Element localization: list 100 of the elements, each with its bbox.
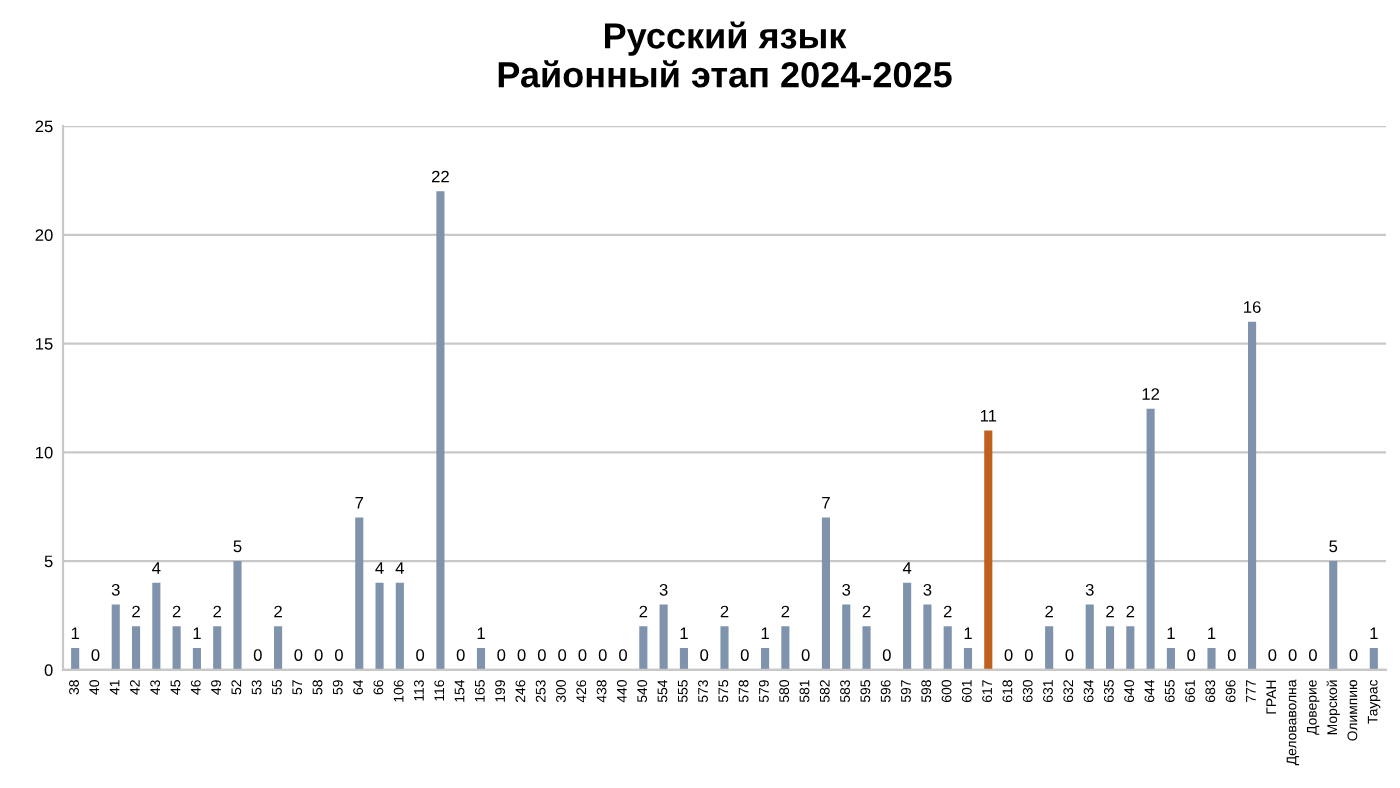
bar (1248, 321, 1257, 670)
data-label: 1 (761, 627, 769, 640)
data-label: 2 (943, 605, 952, 618)
data-label: 4 (375, 562, 384, 574)
data-label: 3 (1085, 583, 1094, 596)
bar (375, 582, 384, 670)
data-label: 0 (1227, 649, 1236, 661)
data-label: 1 (964, 627, 972, 640)
data-label: 0 (517, 649, 526, 661)
bar (152, 582, 161, 670)
data-label: 3 (111, 583, 120, 596)
data-label: 5 (1329, 540, 1338, 553)
data-label: 0 (91, 649, 100, 661)
data-label: 12 (1142, 388, 1160, 400)
data-label: 0 (740, 649, 749, 661)
data-label: 0 (1288, 649, 1297, 661)
bar (131, 626, 141, 670)
data-label: 4 (902, 562, 912, 574)
bar (1085, 604, 1094, 670)
data-label: 5 (233, 540, 242, 553)
bar (1126, 626, 1135, 670)
data-label: 2 (639, 605, 648, 618)
data-label: 0 (1308, 649, 1317, 661)
bar (679, 648, 688, 670)
bar (862, 626, 871, 670)
chart-title: Русский язык Районный этап 2024-2025 (498, 21, 952, 88)
data-label: 1 (680, 627, 688, 640)
data-label: 0 (801, 649, 810, 661)
bar (720, 626, 729, 670)
data-label: 0 (334, 649, 343, 661)
bar (1329, 561, 1338, 670)
data-label: 2 (274, 605, 282, 618)
bar (903, 582, 912, 670)
data-label: 3 (842, 583, 851, 596)
data-label: 1 (193, 627, 201, 640)
bar (1146, 408, 1155, 670)
data-label: 1 (1370, 627, 1378, 640)
bar (1166, 648, 1175, 670)
data-label: 0 (456, 649, 465, 661)
bar (274, 626, 283, 670)
bar (1207, 648, 1216, 670)
bar (1045, 626, 1054, 670)
bar (476, 648, 486, 670)
bar (943, 626, 952, 670)
data-label: 1 (477, 627, 485, 640)
bar (761, 648, 770, 670)
data-label: 7 (822, 497, 830, 509)
bar (963, 648, 973, 670)
y-tick-label: 10 (36, 446, 53, 459)
data-label: 2 (1106, 605, 1114, 618)
bar (213, 626, 222, 670)
data-label: 2 (781, 605, 790, 618)
data-label: 16 (1244, 301, 1261, 313)
data-label: 2 (720, 605, 729, 618)
data-label: 0 (253, 649, 262, 661)
data-label: 3 (923, 583, 932, 596)
data-label: 2 (132, 605, 140, 618)
data-label: 0 (416, 649, 425, 661)
data-label: 2 (172, 605, 181, 618)
data-label: 0 (700, 649, 709, 661)
y-tick-label: 5 (44, 555, 53, 568)
data-label: 0 (1004, 649, 1013, 661)
data-label: 0 (497, 649, 506, 661)
data-label: 0 (1065, 649, 1074, 661)
data-label: 22 (431, 170, 449, 183)
bar (659, 604, 668, 670)
bar (1105, 626, 1115, 670)
data-label: 0 (1349, 649, 1358, 661)
y-tick-label: 15 (36, 338, 53, 350)
data-label: 0 (619, 649, 628, 661)
data-label: 7 (355, 497, 364, 509)
data-label: 11 (980, 410, 997, 422)
bar (639, 626, 648, 670)
y-tick-label: 25 (35, 120, 53, 133)
data-label: 0 (294, 649, 303, 661)
data-label: 0 (314, 649, 323, 661)
bar (71, 648, 80, 670)
bar (1369, 648, 1378, 670)
data-label: 3 (659, 583, 668, 596)
bar (192, 648, 201, 670)
data-label: 2 (1045, 605, 1053, 618)
data-label: 0 (1024, 649, 1033, 661)
data-label: 0 (882, 649, 891, 661)
y-tick-label: 0 (44, 664, 53, 676)
bar (233, 561, 242, 670)
bar (172, 626, 181, 670)
data-label: 2 (213, 605, 222, 618)
bar (111, 604, 120, 670)
bar (923, 604, 932, 670)
bar (355, 517, 364, 670)
data-label: 4 (152, 562, 161, 574)
bar (781, 626, 790, 670)
bar (395, 582, 404, 670)
bar (436, 191, 445, 670)
data-label: 4 (395, 562, 404, 574)
bar (842, 604, 851, 670)
data-label: 2 (862, 605, 871, 618)
data-label: 0 (1187, 649, 1196, 661)
data-label: 2 (1126, 605, 1135, 618)
data-label: 0 (1268, 649, 1277, 661)
